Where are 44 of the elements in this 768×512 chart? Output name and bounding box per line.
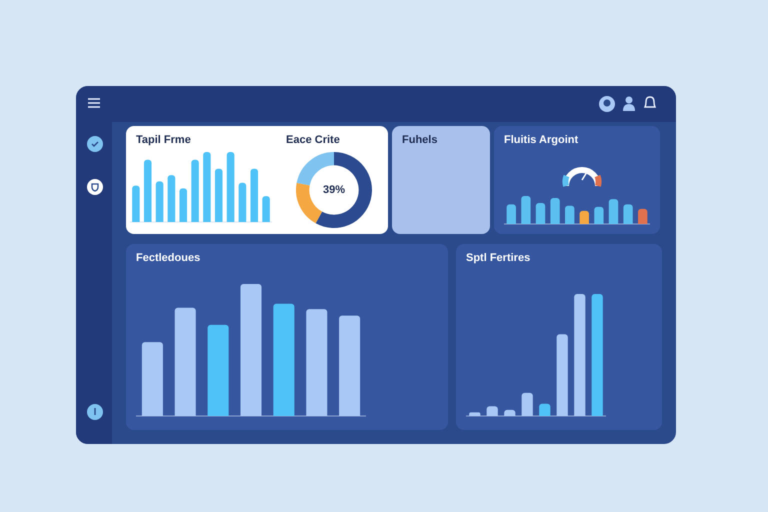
bar [574,294,586,416]
bar [556,334,568,416]
bar [142,342,163,416]
bar [608,199,618,224]
bar [168,175,176,222]
bar [226,152,234,222]
bar [539,404,550,416]
bar [191,160,199,222]
bar [179,188,188,222]
bar [156,181,164,222]
bar [623,204,633,224]
bar [521,196,531,224]
bar [250,168,258,222]
chart-title: Tapil Frme [136,134,191,146]
bar [273,304,294,416]
bar [594,206,604,224]
bar [144,160,152,222]
bar [638,208,648,224]
bar [132,186,140,222]
text: Fuhels [402,134,438,146]
bar [506,204,516,224]
bar [580,210,589,224]
bar [592,294,603,416]
bar [214,168,223,222]
chart-title: Eace Crite [286,134,340,146]
bar [565,206,574,224]
chart-title: Fectledoues [136,252,200,264]
bar [238,182,246,222]
bar [240,284,262,416]
bar [208,324,229,416]
bar [174,308,196,416]
chart-title: Fluitis Argoint [504,134,578,146]
bar [486,406,498,416]
bar [522,392,533,416]
chart-title: Sptl Fertires [466,252,530,264]
bar [536,203,546,224]
bar [504,410,516,416]
text: 39% [322,184,346,196]
bar [262,196,270,222]
bar [306,309,328,416]
bar [550,198,560,224]
bar [469,412,480,416]
bar [339,316,360,416]
bar [203,152,211,222]
